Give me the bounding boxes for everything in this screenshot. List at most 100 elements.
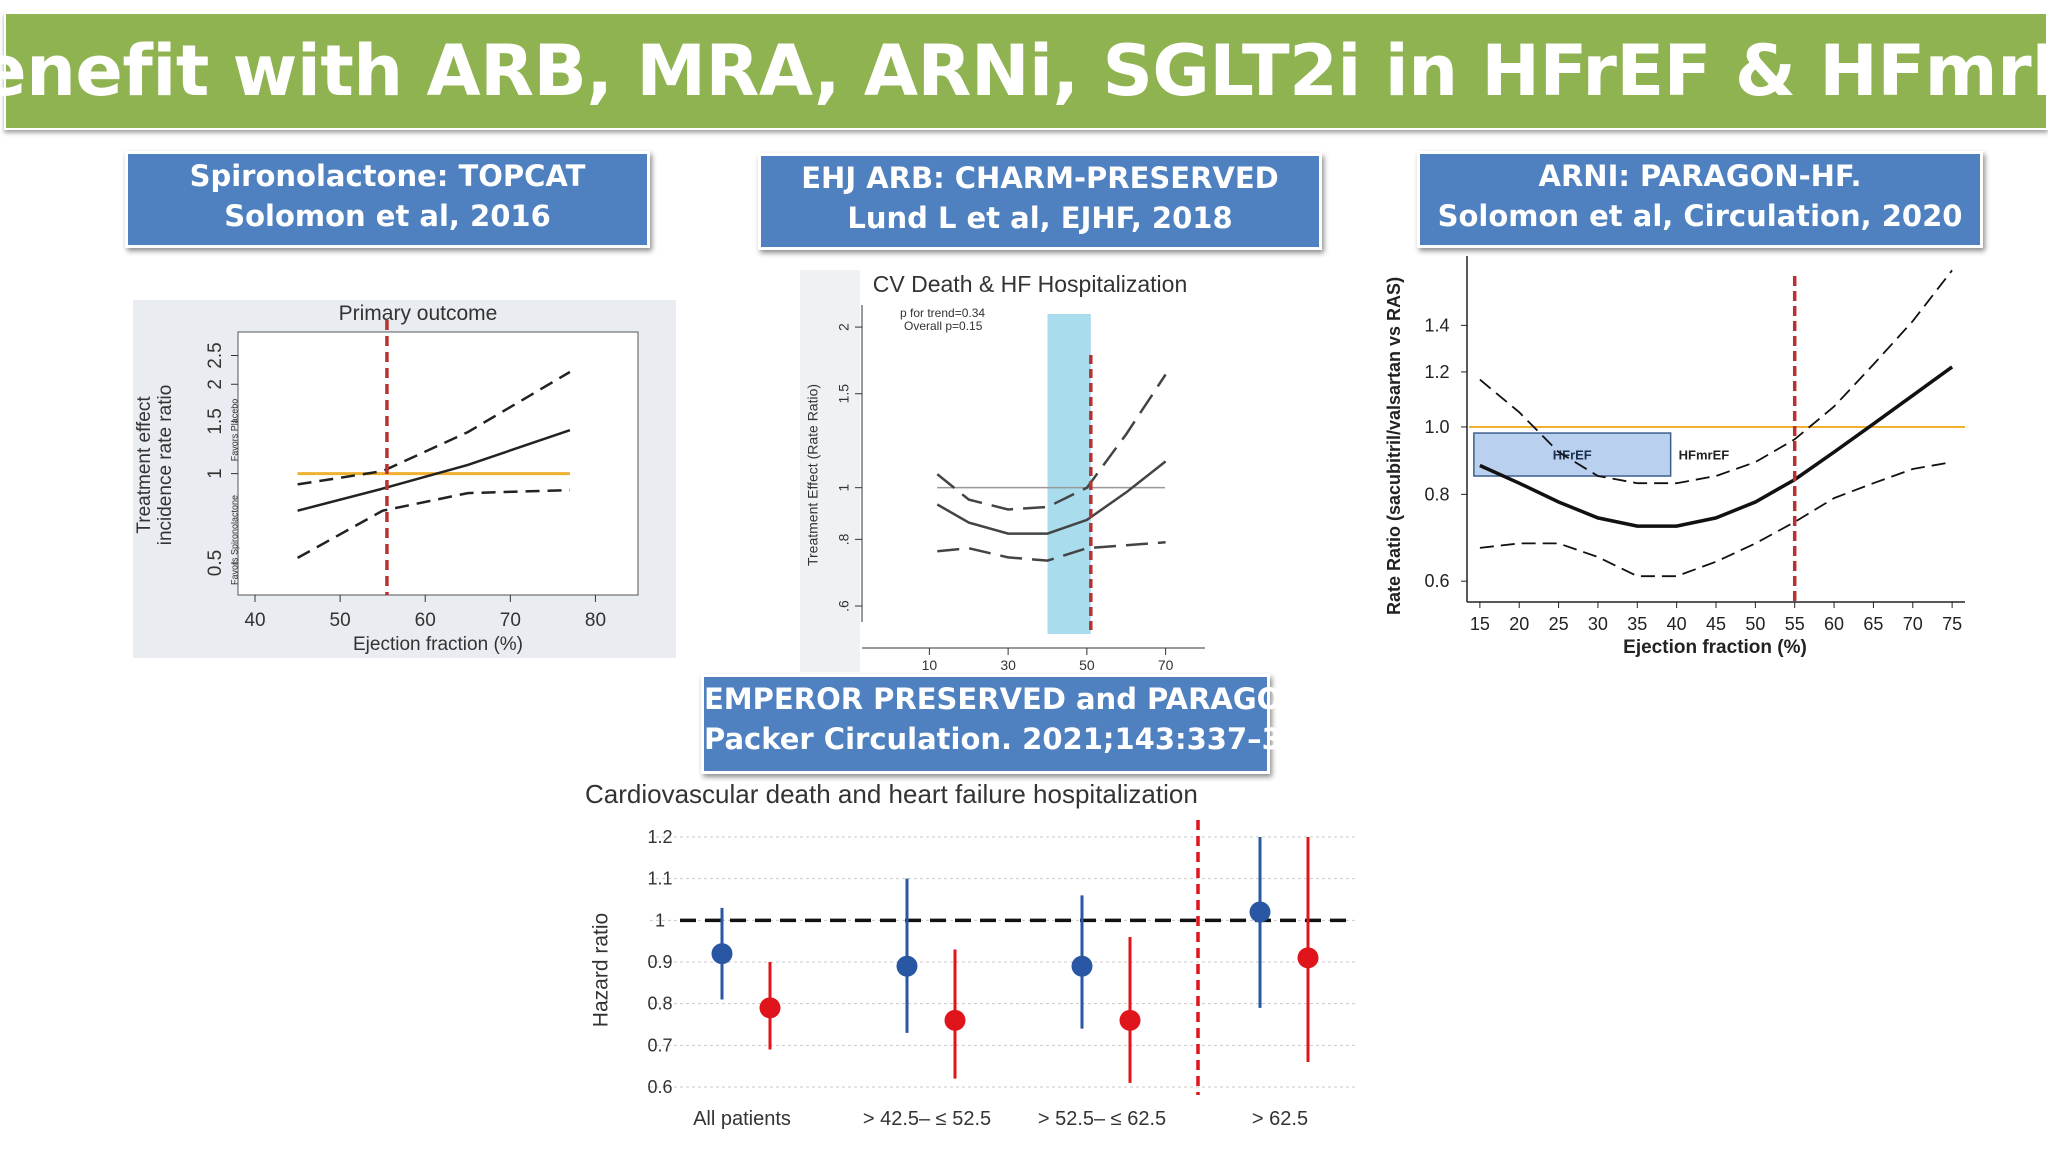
topcat-y-tick-label: 1.5 xyxy=(205,408,226,434)
emperor-point xyxy=(1071,955,1093,977)
topcat-title: Primary outcome xyxy=(339,302,498,325)
emperor-y-tick-label: 1.2 xyxy=(647,827,672,847)
charm-y-tick-label: 1 xyxy=(836,484,852,492)
topcat-y-axis-label-1: Treatment effect xyxy=(134,396,155,534)
paragon-hfref-box xyxy=(1473,432,1672,477)
topcat-y-tick-label: 2 xyxy=(205,379,226,390)
charm-estimate-line xyxy=(936,460,1167,535)
topcat-y-axis-label-2: incidence rate ratio xyxy=(155,385,176,546)
slide-title: Benefit with ARB, MRA, ARNi, SGLT2i in H… xyxy=(0,30,2048,112)
emperor-category-label: > 52.5– ≤ 62.5 xyxy=(1038,1108,1166,1130)
charm-y-axis-label: Treatment Effect (Rate Ratio) xyxy=(805,384,821,566)
paragon-label-line2: Solomon et al, Circulation, 2020 xyxy=(1437,199,1963,233)
paragon-y-tick-label: 0.6 xyxy=(1424,571,1449,591)
emperor-point xyxy=(1297,947,1319,969)
emperor-point xyxy=(1119,1009,1141,1031)
topcat-y-tick-label: 1 xyxy=(205,468,226,479)
emperor-category-label: > 62.5 xyxy=(1252,1108,1308,1130)
paragon-label-line1: ARNI: PARAGON-HF. xyxy=(1538,159,1862,193)
paragon-label: ARNI: PARAGON-HF. Solomon et al, Circula… xyxy=(1417,151,1983,248)
paragon-x-tick-label: 70 xyxy=(1903,614,1923,634)
topcat-x-tick-label: 50 xyxy=(330,610,351,631)
paragon-x-tick-label: 20 xyxy=(1509,614,1529,634)
charm-y-tick-label: .6 xyxy=(836,600,852,612)
emperor-y-tick-label: 1.1 xyxy=(647,869,672,889)
emperor-y-tick-label: 0.7 xyxy=(647,1035,672,1055)
topcat-label-line2: Solomon et al, 2016 xyxy=(224,199,551,233)
charm-title: CV Death & HF Hospitalization xyxy=(873,271,1187,297)
topcat-label-line1: Spironolactone: TOPCAT xyxy=(189,159,586,193)
charm-lower-line xyxy=(937,541,1166,562)
paragon-y-axis-label: Rate Ratio (sacubitril/valsartan vs RAS) xyxy=(1384,277,1404,615)
paragon-x-axis-label: Ejection fraction (%) xyxy=(1623,637,1807,658)
emperor-y-tick-label: 1 xyxy=(655,910,665,930)
emperor-point xyxy=(711,943,733,965)
topcat-lower-line xyxy=(296,488,570,559)
charm-annotation-trend: p for trend=0.34 xyxy=(900,306,985,320)
paragon-x-tick-label: 30 xyxy=(1588,614,1608,634)
charm-chart: CV Death & HF Hospitalization .6 .8 1 1.5 2 10… xyxy=(800,270,1255,672)
paragon-y-tick-label: 0.8 xyxy=(1424,484,1449,504)
charm-label-line1: EHJ ARB: CHARM-PRESERVED xyxy=(801,161,1279,195)
emperor-label-line2: Packer Circulation. 2021;143:337–349 xyxy=(704,722,1323,756)
topcat-x-tick-label: 60 xyxy=(415,610,436,631)
charm-label-line2: Lund L et al, EJHF, 2018 xyxy=(847,201,1233,235)
topcat-x-tick-label: 70 xyxy=(500,610,521,631)
paragon-x-tick-label: 40 xyxy=(1667,614,1687,634)
paragon-x-tick-label: 55 xyxy=(1785,614,1805,634)
emperor-point xyxy=(759,997,781,1019)
charm-annotation-overall: Overall p=0.15 xyxy=(904,319,983,333)
emperor-label-line1: EMPEROR PRESERVED and PARAGON xyxy=(704,682,1306,716)
charm-x-tick-label: 10 xyxy=(922,657,938,672)
emperor-chart: Cardiovascular death and heart failure h… xyxy=(585,779,1355,1130)
paragon-y-tick-label: 1.0 xyxy=(1424,417,1449,437)
topcat-x-tick-label: 40 xyxy=(244,610,265,631)
emperor-point xyxy=(1249,901,1271,923)
topcat-x-axis-label: Ejection fraction (%) xyxy=(353,634,523,655)
paragon-x-tick-label: 50 xyxy=(1745,614,1765,634)
emperor-category-label: > 42.5– ≤ 52.5 xyxy=(863,1108,991,1130)
slide-title-bar: Benefit with ARB, MRA, ARNi, SGLT2i in H… xyxy=(0,12,2048,130)
topcat-label: Spironolactone: TOPCAT Solomon et al, 20… xyxy=(125,151,650,248)
topcat-side-label-2: Favors Placebo xyxy=(229,399,239,462)
emperor-title: Cardiovascular death and heart failure h… xyxy=(585,779,1198,809)
charm-y-tick-label: 2 xyxy=(836,323,852,331)
charm-y-tick-label: 1.5 xyxy=(836,384,852,404)
paragon-x-tick-label: 75 xyxy=(1942,614,1962,634)
paragon-x-tick-label: 45 xyxy=(1706,614,1726,634)
paragon-upper-line xyxy=(1479,269,1953,485)
charm-ef-band xyxy=(1047,314,1091,634)
topcat-x-tick-label: 80 xyxy=(585,610,606,631)
emperor-y-axis-label: Hazard ratio xyxy=(590,913,613,1027)
paragon-lower-line xyxy=(1479,461,1953,578)
topcat-side-label-1: Favors Spironolactone xyxy=(229,495,239,585)
charm-x-tick-label: 30 xyxy=(1000,657,1016,672)
emperor-y-tick-label: 0.9 xyxy=(647,952,672,972)
emperor-y-tick-label: 0.8 xyxy=(647,994,672,1014)
emperor-y-tick-label: 0.6 xyxy=(647,1077,672,1097)
charm-x-tick-label: 70 xyxy=(1158,657,1174,672)
paragon-x-tick-label: 35 xyxy=(1627,614,1647,634)
paragon-hfref-label: HFrEF xyxy=(1553,448,1592,463)
emperor-point xyxy=(944,1009,966,1031)
charm-x-tick-label: 50 xyxy=(1079,657,1095,672)
paragon-y-tick-label: 1.4 xyxy=(1424,315,1449,335)
emperor-category-label: All patients xyxy=(693,1108,791,1130)
paragon-hfmref-label: HFmrEF xyxy=(1679,448,1730,463)
paragon-estimate-line xyxy=(1479,365,1954,528)
paragon-x-tick-label: 25 xyxy=(1549,614,1569,634)
charm-label: EHJ ARB: CHARM-PRESERVED Lund L et al, E… xyxy=(758,153,1322,250)
topcat-plot-area xyxy=(237,331,639,596)
emperor-label: EMPEROR PRESERVED and PARAGON Packer Cir… xyxy=(701,674,1323,774)
charm-y-tick-label: .8 xyxy=(836,533,852,545)
topcat-upper-line xyxy=(297,370,571,486)
topcat-estimate-line xyxy=(297,429,571,512)
paragon-y-tick-label: 1.2 xyxy=(1424,362,1449,382)
emperor-point xyxy=(896,955,918,977)
topcat-chart: Primary outcome 40 50 60 70 80 0.5 1 1.5 2 2.5 Ejec… xyxy=(133,300,676,658)
charm-upper-line xyxy=(936,373,1167,511)
paragon-x-tick-label: 65 xyxy=(1863,614,1883,634)
topcat-y-tick-label: 2.5 xyxy=(205,342,226,368)
paragon-chart: 0.6 0.8 1.0 1.2 1.4 15 20 25 30 35 40 45 50 55 60 65 70 7… xyxy=(1384,256,1965,658)
paragon-x-tick-label: 60 xyxy=(1824,614,1844,634)
